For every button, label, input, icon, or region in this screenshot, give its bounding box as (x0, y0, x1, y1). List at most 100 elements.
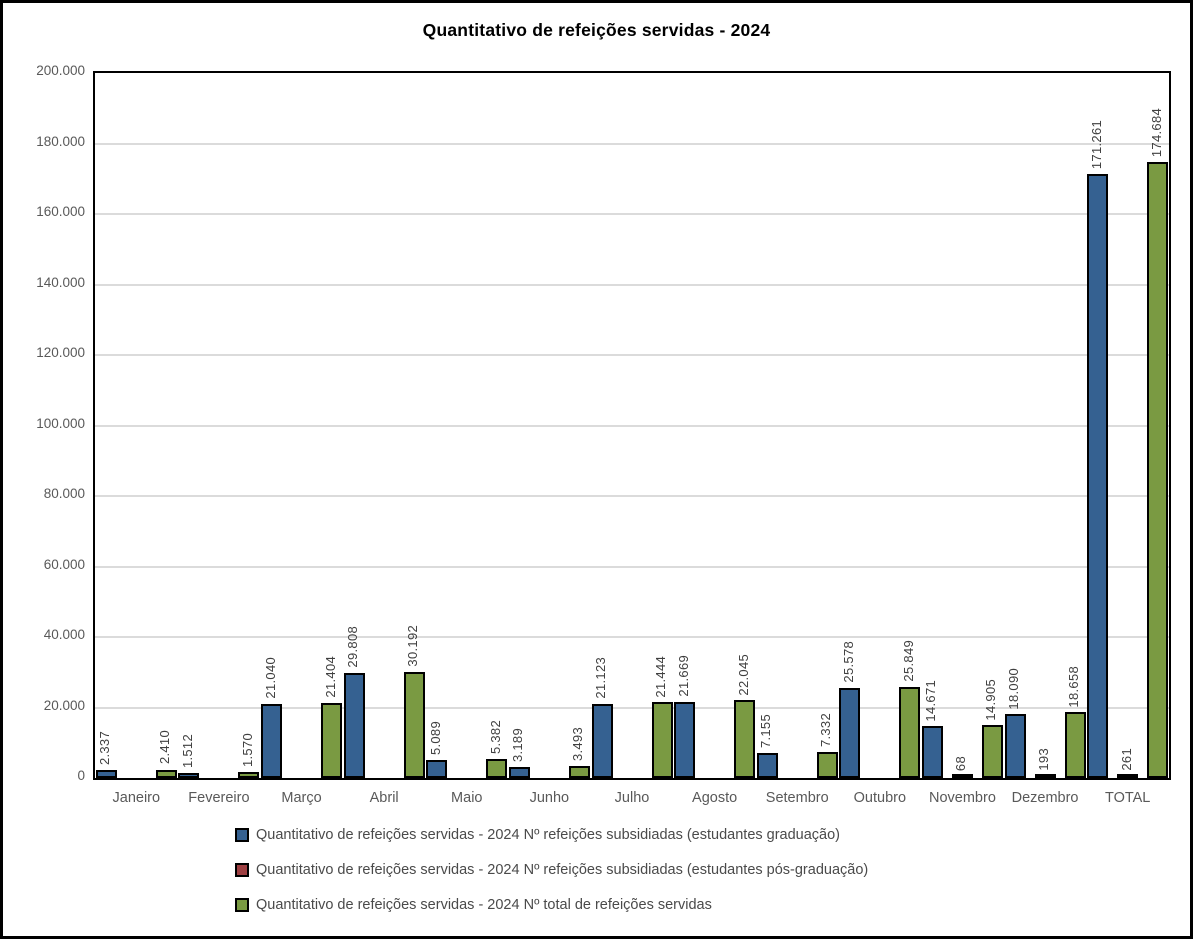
bar-Março-series1 (261, 703, 283, 778)
x-tick-label-Julho: Julho (614, 790, 650, 806)
x-tick-label-Janeiro: Janeiro (112, 790, 161, 806)
bar-TOTAL-series2 (1117, 774, 1139, 778)
bar-Novembro-series3 (981, 725, 1003, 778)
bar-Novembro-series2 (951, 774, 973, 778)
bar-Setembro-series3 (816, 752, 838, 778)
y-tick-label: 60.000 (43, 556, 85, 572)
y-tick-label: 0 (77, 768, 85, 783)
y-tick-label: 100.000 (36, 415, 85, 431)
data-label: 2.410 (157, 730, 173, 765)
gridline (95, 354, 1169, 356)
x-tick-label-Setembro: Setembro (765, 790, 829, 806)
x-tick-label-Junho: Junho (529, 790, 570, 806)
gridline (95, 706, 1169, 709)
bar-Dezembro-series3 (1064, 712, 1086, 778)
bar-Maio-series3 (486, 759, 508, 778)
data-label: 5.089 (427, 721, 443, 756)
data-label: 21.040 (262, 657, 278, 699)
legend-marker-blue-square (235, 828, 249, 842)
legend-label: Quantitativo de refeições servidas - 202… (256, 827, 841, 843)
x-tick-label-Dezembro: Dezembro (1011, 790, 1079, 806)
x-tick-label-Fevereiro: Fevereiro (188, 790, 250, 806)
data-label: 7.155 (758, 713, 774, 748)
x-tick-label-TOTAL: TOTAL (1104, 790, 1151, 806)
data-label: 3.189 (510, 727, 526, 762)
gridline (95, 565, 1169, 568)
y-tick-label: 160.000 (36, 204, 85, 219)
bar-Dezembro-series2 (1034, 774, 1056, 778)
y-tick-label: 120.000 (36, 345, 85, 360)
data-label: 5.382 (487, 719, 503, 755)
x-tick-label-Março: Março (281, 790, 322, 806)
chart-legend: Quantitativo de refeições servidas - 202… (235, 827, 868, 932)
bar-TOTAL-series3 (1147, 162, 1169, 778)
gridline (95, 495, 1169, 497)
data-label: 21.669 (675, 655, 691, 697)
y-tick-label: 20.000 (43, 697, 85, 713)
y-tick-label: 40.000 (43, 627, 85, 642)
y-tick-label: 140.000 (36, 274, 85, 290)
y-tick-label: 180.000 (36, 133, 85, 149)
x-tick-label-Outubro: Outubro (853, 790, 907, 806)
y-tick-label: 80.000 (43, 486, 85, 501)
bar-Janeiro-series1 (95, 769, 117, 778)
bar-Fevereiro-series1 (178, 772, 200, 778)
data-label: 1.570 (239, 733, 255, 768)
data-label: 174.684 (1148, 108, 1164, 158)
data-label: 29.808 (345, 626, 361, 668)
data-label: 21.123 (593, 656, 608, 699)
bar-Junho-series1 (508, 766, 530, 778)
plot-area: 2.337 1.512 21.040 29.808 5.089 3.189 21.123 21… (93, 71, 1171, 780)
y-tick-label: 200.000 (36, 63, 85, 78)
data-label: 22.045 (735, 653, 751, 696)
data-label: 21.444 (653, 655, 668, 698)
x-tick-label-Agosto: Agosto (692, 790, 738, 806)
bar-Maio-series1 (426, 760, 448, 778)
gridline (95, 283, 1169, 286)
data-label: 14.905 (983, 678, 999, 721)
bar-Outubro-series3 (899, 686, 921, 778)
bar-Março-series3 (321, 702, 343, 778)
gridline (95, 636, 1169, 638)
data-label: 2.337 (97, 730, 113, 765)
bar-Abril-series1 (343, 672, 365, 778)
data-label: 1.512 (179, 733, 195, 768)
bar-Abril-series3 (403, 671, 425, 778)
data-label: 7.332 (818, 713, 834, 748)
legend-item-total: Quantitativo de refeições servidas - 202… (235, 897, 868, 913)
gridline (95, 213, 1169, 215)
data-label: 21.404 (322, 656, 338, 698)
data-label: 30.192 (405, 625, 421, 667)
legend-marker-red-square (235, 863, 249, 877)
data-label: 25.578 (840, 641, 856, 683)
gridline (95, 424, 1169, 427)
data-label: 18.658 (1066, 665, 1082, 708)
x-tick-label-Novembro: Novembro (929, 790, 996, 806)
legend-label: Quantitativo de refeições servidas - 202… (256, 897, 712, 913)
bar-Setembro-series1 (756, 752, 778, 778)
bar-TOTAL-series1 (1087, 174, 1109, 778)
gridline (95, 142, 1169, 145)
legend-marker-green-square (235, 898, 249, 912)
data-label: 25.849 (900, 640, 916, 682)
data-label: 261 (1118, 748, 1134, 771)
data-label: 18.090 (1006, 667, 1022, 710)
bar-Julho-series3 (651, 702, 673, 778)
legend-label: Quantitativo de refeições servidas - 202… (256, 862, 869, 878)
legend-item-graduacao: Quantitativo de refeições servidas - 202… (235, 827, 868, 843)
legend-item-pos-graduacao: Quantitativo de refeições servidas - 202… (235, 862, 868, 878)
bar-Agosto-series1 (674, 701, 696, 778)
data-label: 3.493 (570, 726, 586, 761)
data-label: 171.261 (1088, 120, 1104, 170)
bar-Agosto-series3 (734, 700, 756, 778)
x-tick-label-Abril: Abril (369, 790, 399, 806)
x-tick-label-Maio: Maio (451, 790, 483, 806)
data-label: 193 (1036, 748, 1052, 771)
bar-Novembro-series1 (921, 726, 943, 778)
bar-Fevereiro-series3 (238, 772, 260, 778)
bar-Julho-series1 (591, 703, 613, 778)
data-label: 14.671 (923, 679, 939, 722)
data-label: 68 (953, 755, 969, 771)
bar-Junho-series3 (568, 765, 590, 778)
